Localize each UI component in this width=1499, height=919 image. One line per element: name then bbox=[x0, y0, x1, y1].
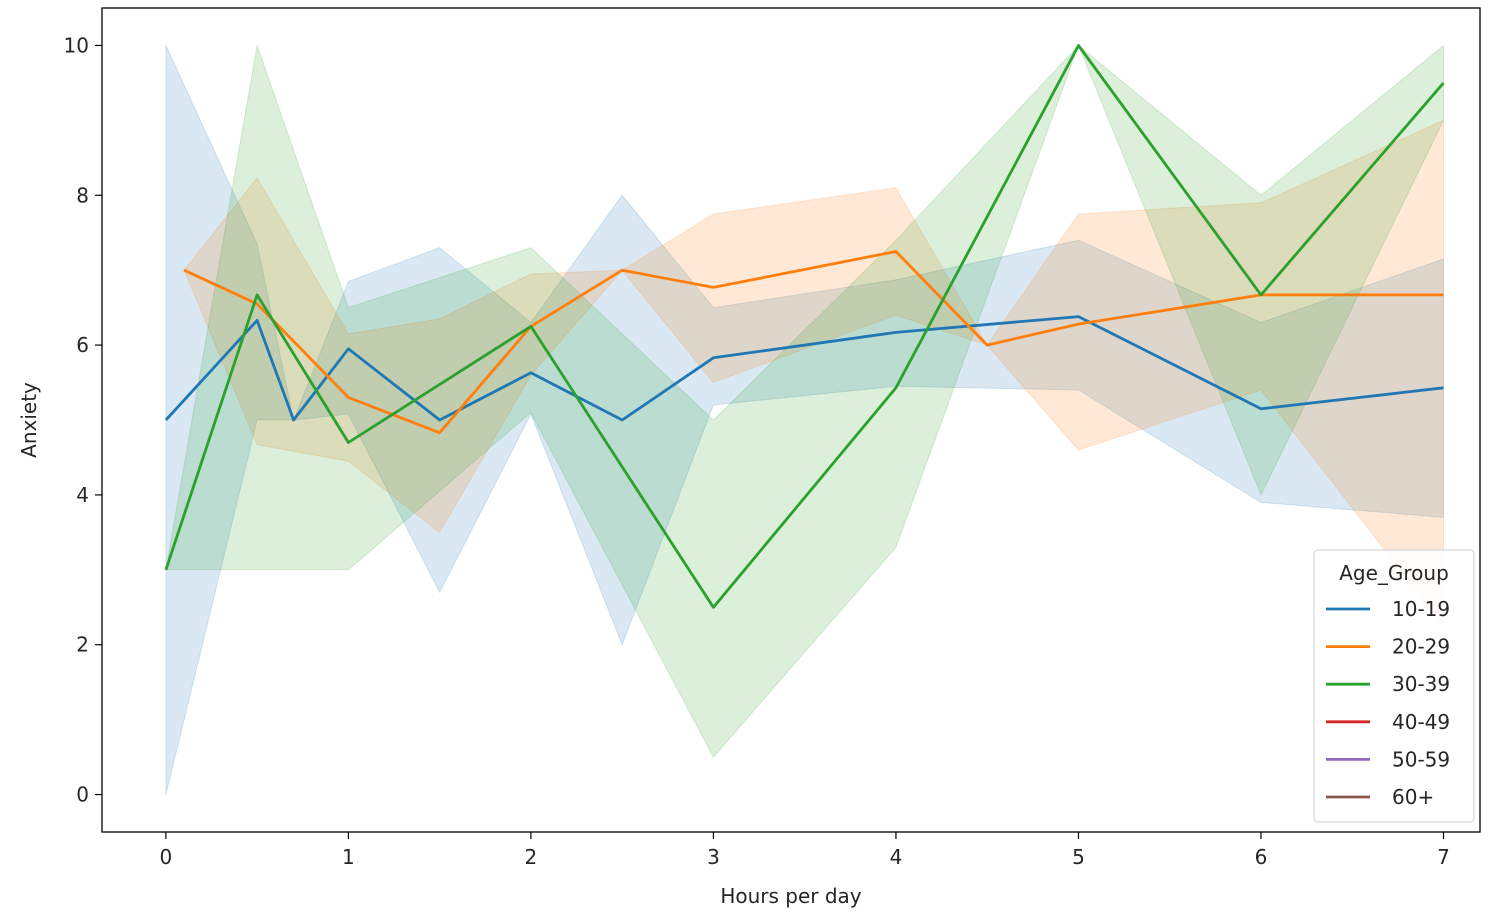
legend-label-60+: 60+ bbox=[1392, 785, 1434, 809]
y-tick-label: 0 bbox=[76, 783, 89, 807]
x-tick-label: 0 bbox=[160, 845, 173, 869]
legend-items: 10-19 20-29 30-39 40-49 50-59 60+ bbox=[1326, 597, 1450, 809]
legend-title: Age_Group bbox=[1339, 561, 1449, 585]
x-axis-label: Hours per day bbox=[720, 884, 861, 908]
x-tick-label: 4 bbox=[890, 845, 903, 869]
x-tick-label: 6 bbox=[1255, 845, 1268, 869]
legend-label-20-29: 20-29 bbox=[1392, 635, 1450, 659]
legend-label-50-59: 50-59 bbox=[1392, 747, 1450, 771]
y-tick-label: 4 bbox=[76, 483, 89, 507]
y-axis-label: Anxiety bbox=[17, 382, 41, 458]
y-axis-ticks: 0 2 4 6 8 10 bbox=[64, 33, 102, 807]
band-10-19 bbox=[165, 45, 1444, 795]
confidence-bands bbox=[165, 43, 1444, 795]
legend-label-40-49: 40-49 bbox=[1392, 710, 1450, 734]
series-line-30-39 bbox=[164, 44, 1445, 609]
band-20-29 bbox=[183, 119, 1444, 628]
x-tick-label: 5 bbox=[1072, 845, 1085, 869]
x-axis-ticks: 0 1 2 3 4 5 6 7 bbox=[160, 832, 1450, 869]
series-lines bbox=[164, 44, 1445, 609]
x-tick-label: 3 bbox=[707, 845, 720, 869]
legend-label-30-39: 30-39 bbox=[1392, 672, 1450, 696]
x-tick-label: 1 bbox=[342, 845, 355, 869]
x-tick-label: 7 bbox=[1437, 845, 1450, 869]
y-tick-label: 10 bbox=[64, 33, 89, 57]
plot-frame bbox=[101, 7, 1481, 833]
legend-label-10-19: 10-19 bbox=[1392, 597, 1450, 621]
y-tick-label: 8 bbox=[76, 183, 89, 207]
series-line-20-29 bbox=[183, 250, 1444, 435]
y-tick-label: 2 bbox=[76, 633, 89, 657]
x-tick-label: 2 bbox=[525, 845, 538, 869]
legend-box bbox=[1313, 549, 1475, 823]
y-tick-label: 6 bbox=[76, 333, 89, 357]
legend: Age_Group 10-19 20-29 30-39 40-49 50-59 60+ bbox=[1313, 549, 1475, 823]
